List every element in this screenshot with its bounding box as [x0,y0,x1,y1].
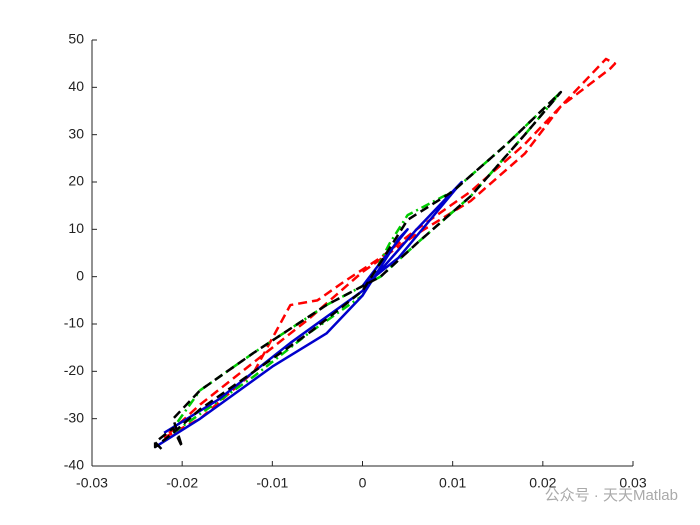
x-tick-label: -0.01 [256,475,288,491]
x-tick-label: -0.03 [76,475,108,491]
x-tick-label: 0.01 [439,475,466,491]
y-tick-label: -40 [64,457,84,473]
series-line [163,57,617,439]
watermark: 公众号 · 天天Matlab [545,487,678,504]
y-tick-label: 20 [68,173,84,189]
x-tick-label: 0.02 [529,475,556,491]
y-tick-label: 30 [68,125,84,141]
y-tick-label: 10 [68,220,84,236]
series-line [153,90,563,453]
y-tick-label: 0 [76,267,84,283]
x-tick-label: 0.03 [619,475,646,491]
x-tick-label: -0.02 [166,475,198,491]
series-line [154,180,463,449]
y-tick-label: -10 [64,315,84,331]
y-tick-label: -30 [64,409,84,425]
y-tick-label: -20 [64,362,84,378]
y-tick-label: 40 [68,78,84,94]
x-tick-label: 0 [359,475,367,491]
y-tick-label: 50 [68,31,84,47]
